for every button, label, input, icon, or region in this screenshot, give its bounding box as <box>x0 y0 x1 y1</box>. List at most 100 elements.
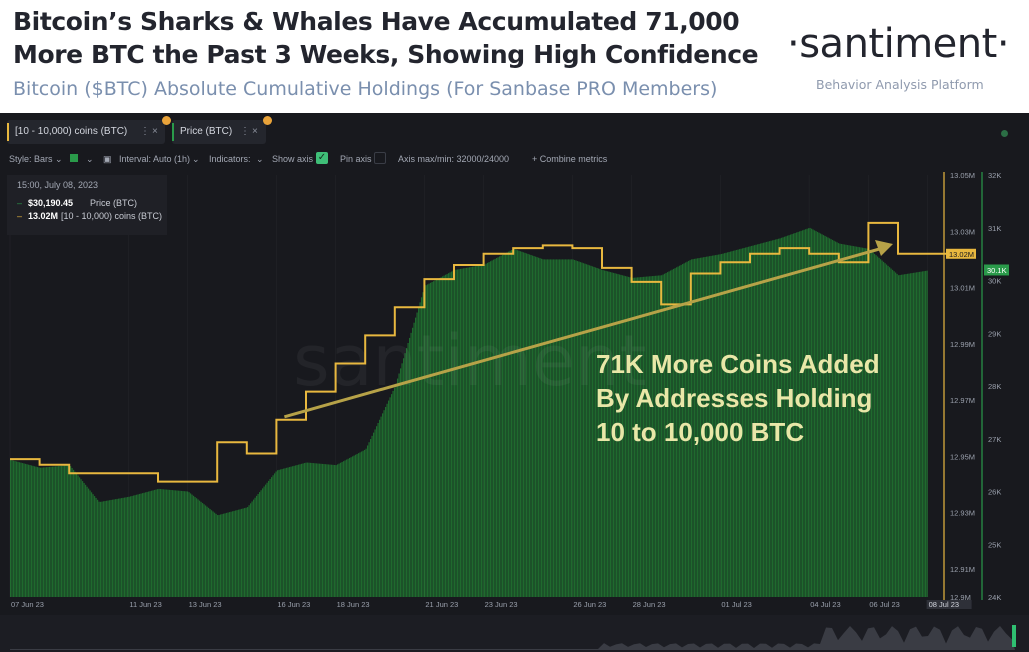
price-bar <box>547 259 549 597</box>
price-bar <box>335 465 337 597</box>
price-bar <box>443 275 445 597</box>
price-bar <box>850 245 852 597</box>
price-bar <box>587 264 589 597</box>
chevron-down-icon[interactable]: ⌄ <box>55 154 63 164</box>
price-bar <box>772 240 774 597</box>
price-bar <box>383 410 385 597</box>
right-last-value-badge <box>984 264 1009 276</box>
kebab-menu-icon[interactable]: ⋮ <box>240 126 250 137</box>
legend-date: 15:00, July 08, 2023 <box>17 180 99 190</box>
price-bar <box>512 249 514 597</box>
price-bar <box>19 462 21 597</box>
price-bar <box>446 273 448 597</box>
price-bar <box>631 277 633 597</box>
price-bar <box>428 283 430 597</box>
price-bar <box>127 497 129 597</box>
price-bar <box>617 274 619 597</box>
price-bar <box>616 273 618 597</box>
chevron-down-icon[interactable]: ⌄ <box>86 154 94 164</box>
price-bar <box>623 275 625 597</box>
price-bar <box>527 253 529 598</box>
pin-axis-checkbox[interactable] <box>374 152 386 164</box>
price-bar <box>460 268 462 597</box>
price-bar <box>269 479 271 597</box>
price-bar <box>310 462 312 597</box>
price-bar <box>619 274 621 597</box>
price-bar <box>883 261 885 597</box>
price-bar <box>680 264 682 597</box>
price-bar <box>442 276 444 597</box>
x-axis-tick-label: 16 Jun 23 <box>277 600 310 609</box>
price-bar <box>287 467 289 597</box>
price-bar <box>235 510 237 597</box>
price-bar <box>68 465 70 597</box>
price-bar <box>167 489 169 597</box>
price-bar <box>107 500 109 597</box>
price-bar <box>661 275 663 597</box>
price-bar <box>758 243 760 598</box>
price-bar <box>164 489 166 597</box>
price-bar <box>320 463 322 597</box>
price-bar <box>284 468 286 597</box>
price-bar <box>148 491 150 597</box>
price-bar <box>601 269 603 597</box>
left-axis-tick-label: 12.95M <box>950 452 975 461</box>
indicators-selector[interactable]: Indicators: <box>209 154 251 164</box>
price-bar <box>779 238 781 598</box>
price-bar <box>667 272 669 597</box>
price-bar <box>218 514 220 597</box>
price-bar <box>389 397 391 597</box>
price-bar <box>662 274 664 597</box>
price-bar <box>238 509 240 597</box>
price-bar <box>274 473 276 597</box>
annotation-arrow-head <box>875 240 893 256</box>
price-bar <box>644 276 646 597</box>
tab-price-metric[interactable]: Price (BTC) ⋮ × <box>172 120 266 144</box>
price-bar <box>143 492 145 597</box>
price-bar <box>595 267 597 597</box>
price-bar <box>562 259 564 597</box>
tab-holdings-metric[interactable]: [10 - 10,000) coins (BTC) ⋮ × <box>7 120 165 144</box>
price-bar <box>172 490 174 597</box>
chevron-down-icon[interactable]: ⌄ <box>256 154 264 164</box>
price-bar <box>461 268 463 597</box>
chevron-down-icon[interactable]: ⌄ <box>192 154 200 164</box>
price-bar <box>418 307 420 597</box>
interval-selector[interactable]: Interval: Auto (1h) <box>119 154 191 164</box>
axis-maxmin-input[interactable]: Axis max/min: 32000/24000 <box>398 154 510 164</box>
price-bar <box>115 499 117 597</box>
price-bar <box>70 466 72 597</box>
right-axis-tick-label: 30K <box>988 277 1001 286</box>
combine-metrics-button[interactable]: + Combine metrics <box>532 154 608 164</box>
price-bar <box>191 494 193 597</box>
color-swatch[interactable] <box>70 154 78 162</box>
price-bar <box>37 467 39 597</box>
price-bar <box>838 243 840 598</box>
price-bar <box>73 469 75 597</box>
price-bar <box>716 254 718 598</box>
price-bar <box>385 406 387 597</box>
price-bar <box>349 457 351 597</box>
price-bar <box>98 501 100 597</box>
price-bar <box>268 480 270 597</box>
price-bar <box>47 467 49 597</box>
close-icon[interactable]: × <box>252 126 258 137</box>
price-bar <box>803 229 805 597</box>
style-selector[interactable]: Style: Bars <box>9 154 53 164</box>
price-bar <box>319 463 321 597</box>
right-axis-tick-label: 32K <box>988 171 1001 180</box>
price-bar <box>88 488 90 597</box>
price-bar <box>721 253 723 598</box>
left-axis-tick-label: 12.99M <box>950 340 975 349</box>
show-axis-checkbox[interactable]: ✓ <box>316 152 328 164</box>
x-axis-tick-label: 11 Jun 23 <box>129 600 161 609</box>
price-bar <box>401 363 403 597</box>
price-bar <box>119 498 121 597</box>
price-bar <box>808 228 810 597</box>
price-bar <box>139 493 141 597</box>
price-bar <box>872 252 874 597</box>
close-icon[interactable]: × <box>152 126 158 137</box>
kebab-menu-icon[interactable]: ⋮ <box>140 126 150 137</box>
price-bar <box>409 337 411 597</box>
show-axis-label: Show axis <box>272 154 314 164</box>
